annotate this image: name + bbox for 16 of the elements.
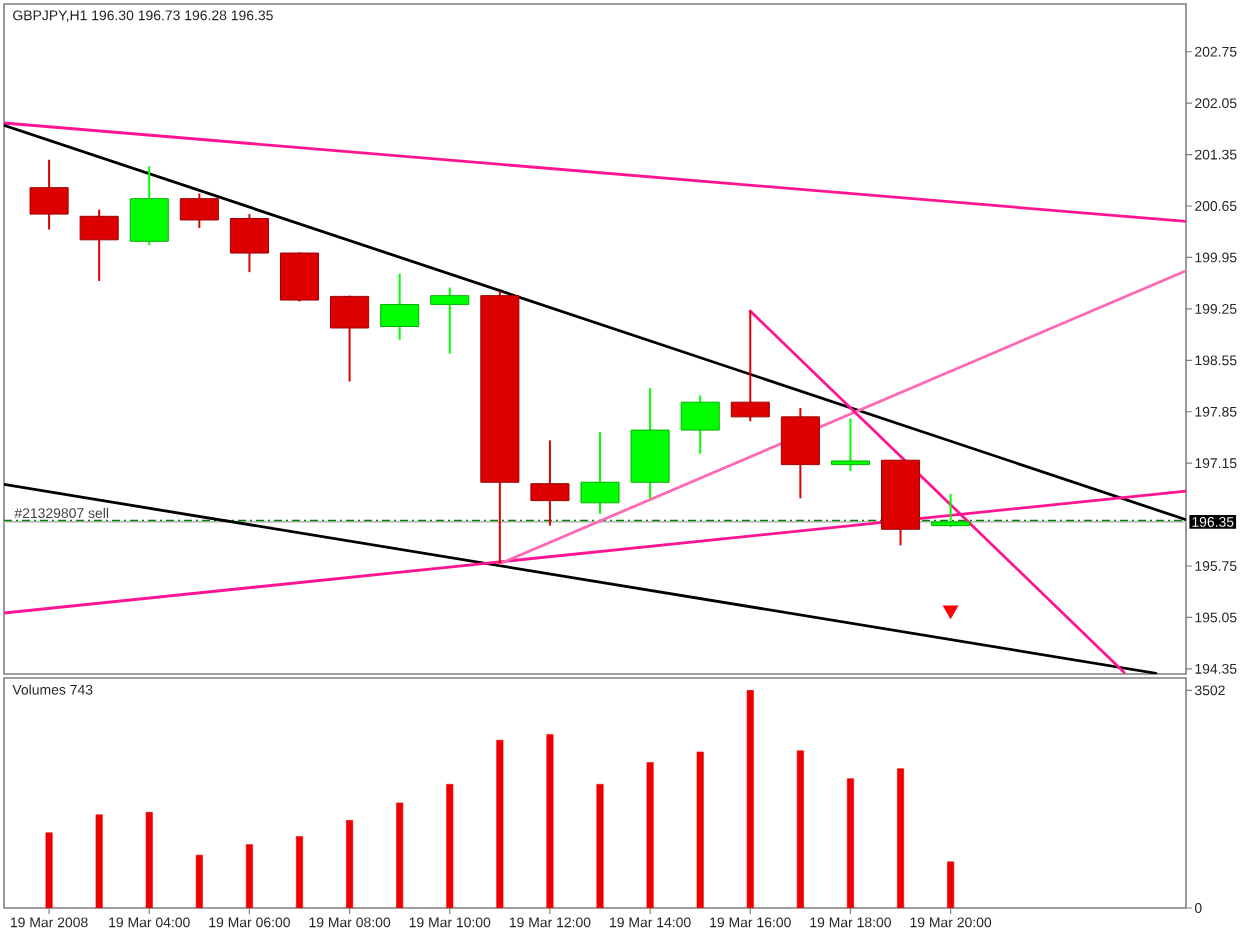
candlestick: [730, 310, 770, 423]
candlestick: [430, 286, 470, 355]
candlestick: [380, 272, 420, 341]
candlestick: [680, 394, 720, 455]
candlestick: [79, 208, 119, 282]
candlestick: [279, 251, 320, 303]
candlestick: [580, 431, 620, 515]
candlestick: [29, 158, 69, 231]
candlestick: [830, 417, 870, 473]
candlestick: [931, 493, 971, 529]
candlestick: [330, 294, 370, 383]
candlestick: [179, 192, 219, 230]
candlestick: [229, 213, 269, 274]
candlestick: [129, 165, 169, 246]
candlestick: [530, 439, 570, 527]
candlestick: [780, 407, 820, 500]
